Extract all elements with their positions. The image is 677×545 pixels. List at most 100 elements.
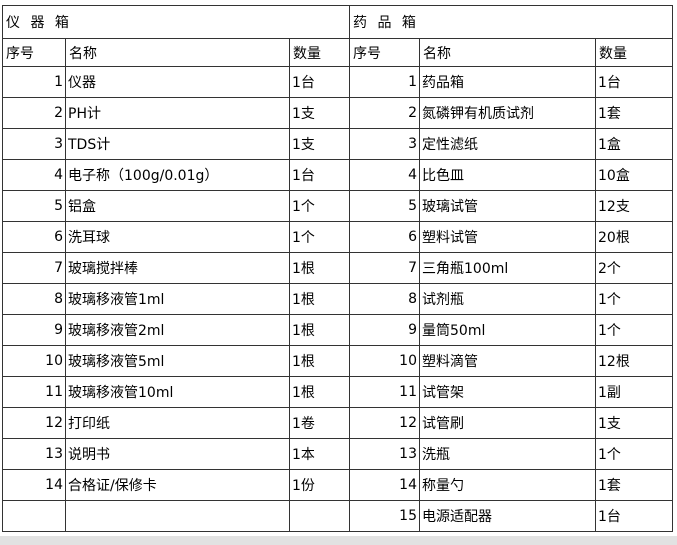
table-row: 15 电源适配器 1台 <box>2 500 673 532</box>
qty-cell: 1根 <box>289 314 350 346</box>
qty-cell: 1本 <box>289 438 350 470</box>
qty-cell: 12根 <box>595 345 673 377</box>
qty-cell: 12支 <box>595 190 673 222</box>
serial-cell: 2 <box>2 97 66 129</box>
name-cell: 电子称（100g/0.01g） <box>65 159 290 191</box>
serial-cell: 13 <box>2 438 66 470</box>
qty-cell: 1盒 <box>595 128 673 160</box>
serial-cell: 11 <box>349 376 420 408</box>
instrument-box-title: 仪 器 箱 <box>2 5 350 39</box>
serial-cell: 5 <box>349 190 420 222</box>
serial-cell: 8 <box>349 283 420 315</box>
name-cell: 合格证/保修卡 <box>65 469 290 501</box>
name-cell: 仪器 <box>65 66 290 98</box>
serial-cell: 1 <box>349 66 420 98</box>
qty-cell: 20根 <box>595 221 673 253</box>
medicine-box-title: 药 品 箱 <box>349 5 673 39</box>
name-cell: PH计 <box>65 97 290 129</box>
serial-cell: 9 <box>349 314 420 346</box>
qty-cell: 1台 <box>595 500 673 532</box>
name-cell: 量筒50ml <box>419 314 596 346</box>
table-row: 9 玻璃移液管2ml 1根 9 量筒50ml 1个 <box>2 314 673 346</box>
name-cell: 洗耳球 <box>65 221 290 253</box>
bottom-scroll-strip <box>0 536 677 545</box>
table-row: 2 PH计 1支 2 氮磷钾有机质试剂 1套 <box>2 97 673 129</box>
serial-cell: 13 <box>349 438 420 470</box>
name-cell: 玻璃移液管5ml <box>65 345 290 377</box>
qty-cell: 1根 <box>289 252 350 284</box>
serial-cell: 15 <box>349 500 420 532</box>
table-row: 11 玻璃移液管10ml 1根 11 试管架 1副 <box>2 376 673 408</box>
name-cell: 定性滤纸 <box>419 128 596 160</box>
table-row: 13 说明书 1本 13 洗瓶 1个 <box>2 438 673 470</box>
qty-cell: 1个 <box>595 283 673 315</box>
table-header-row: 序号 名称 数量 序号 名称 数量 <box>2 38 673 67</box>
qty-cell: 1卷 <box>289 407 350 439</box>
name-cell: 试剂瓶 <box>419 283 596 315</box>
qty-cell: 1根 <box>289 283 350 315</box>
serial-cell: 4 <box>349 159 420 191</box>
serial-cell: 14 <box>349 469 420 501</box>
qty-cell: 10盒 <box>595 159 673 191</box>
table-row: 5 铝盒 1个 5 玻璃试管 12支 <box>2 190 673 222</box>
table-row: 3 TDS计 1支 3 定性滤纸 1盒 <box>2 128 673 160</box>
header-name-right: 名称 <box>419 38 596 67</box>
qty-cell: 1支 <box>289 128 350 160</box>
serial-cell: 5 <box>2 190 66 222</box>
serial-cell: 9 <box>2 314 66 346</box>
name-cell: 塑料滴管 <box>419 345 596 377</box>
serial-cell: 4 <box>2 159 66 191</box>
qty-cell: 1支 <box>595 407 673 439</box>
name-cell: 试管刷 <box>419 407 596 439</box>
name-cell: 三角瓶100ml <box>419 252 596 284</box>
qty-cell: 1套 <box>595 469 673 501</box>
qty-cell: 1台 <box>289 159 350 191</box>
qty-cell <box>289 500 350 532</box>
serial-cell: 6 <box>2 221 66 253</box>
serial-cell: 7 <box>2 252 66 284</box>
qty-cell: 1个 <box>595 314 673 346</box>
serial-cell: 6 <box>349 221 420 253</box>
name-cell: 试管架 <box>419 376 596 408</box>
serial-cell: 11 <box>2 376 66 408</box>
serial-cell: 10 <box>349 345 420 377</box>
name-cell: 电源适配器 <box>419 500 596 532</box>
name-cell: 药品箱 <box>419 66 596 98</box>
table-row: 6 洗耳球 1个 6 塑料试管 20根 <box>2 221 673 253</box>
inventory-table: 仪 器 箱 药 品 箱 序号 名称 数量 序号 名称 数量 1 仪器 1台 1 药品箱 1… <box>2 5 673 532</box>
serial-cell: 10 <box>2 345 66 377</box>
serial-cell: 14 <box>2 469 66 501</box>
qty-cell: 1根 <box>289 345 350 377</box>
name-cell: 说明书 <box>65 438 290 470</box>
serial-cell: 3 <box>349 128 420 160</box>
name-cell: 打印纸 <box>65 407 290 439</box>
table-row: 8 玻璃移液管1ml 1根 8 试剂瓶 1个 <box>2 283 673 315</box>
serial-cell: 12 <box>349 407 420 439</box>
name-cell: 玻璃移液管2ml <box>65 314 290 346</box>
serial-cell: 3 <box>2 128 66 160</box>
name-cell: 称量勺 <box>419 469 596 501</box>
serial-cell: 7 <box>349 252 420 284</box>
qty-cell: 1台 <box>595 66 673 98</box>
header-qty-right: 数量 <box>595 38 673 67</box>
name-cell: 玻璃移液管10ml <box>65 376 290 408</box>
qty-cell: 1台 <box>289 66 350 98</box>
qty-cell: 1根 <box>289 376 350 408</box>
header-serial-left: 序号 <box>2 38 66 67</box>
table-title-row: 仪 器 箱 药 品 箱 <box>2 5 673 39</box>
qty-cell: 1份 <box>289 469 350 501</box>
table-row: 7 玻璃搅拌棒 1根 7 三角瓶100ml 2个 <box>2 252 673 284</box>
serial-cell: 1 <box>2 66 66 98</box>
table-row: 14 合格证/保修卡 1份 14 称量勺 1套 <box>2 469 673 501</box>
table-row: 1 仪器 1台 1 药品箱 1台 <box>2 66 673 98</box>
header-serial-right: 序号 <box>349 38 420 67</box>
qty-cell: 1个 <box>289 221 350 253</box>
header-qty-left: 数量 <box>289 38 350 67</box>
serial-cell <box>2 500 66 532</box>
serial-cell: 8 <box>2 283 66 315</box>
qty-cell: 1副 <box>595 376 673 408</box>
name-cell: 比色皿 <box>419 159 596 191</box>
qty-cell: 1个 <box>289 190 350 222</box>
table-row: 12 打印纸 1卷 12 试管刷 1支 <box>2 407 673 439</box>
